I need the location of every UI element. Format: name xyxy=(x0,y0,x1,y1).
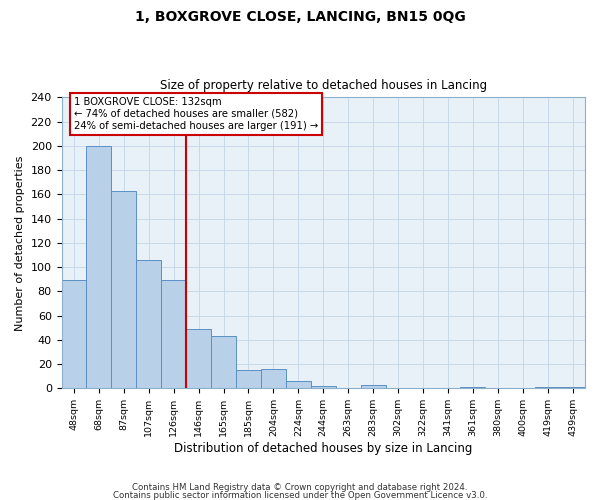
Bar xyxy=(186,329,211,388)
Bar xyxy=(460,387,485,388)
Bar xyxy=(286,381,311,388)
Text: Contains HM Land Registry data © Crown copyright and database right 2024.: Contains HM Land Registry data © Crown c… xyxy=(132,484,468,492)
Text: 1, BOXGROVE CLOSE, LANCING, BN15 0QG: 1, BOXGROVE CLOSE, LANCING, BN15 0QG xyxy=(134,10,466,24)
Bar xyxy=(236,370,261,388)
Y-axis label: Number of detached properties: Number of detached properties xyxy=(15,155,25,330)
Bar xyxy=(560,387,585,388)
Bar xyxy=(261,369,286,388)
Text: Contains public sector information licensed under the Open Government Licence v3: Contains public sector information licen… xyxy=(113,490,487,500)
Bar xyxy=(112,190,136,388)
Bar xyxy=(535,387,560,388)
Bar xyxy=(86,146,112,388)
Text: 1 BOXGROVE CLOSE: 132sqm
← 74% of detached houses are smaller (582)
24% of semi-: 1 BOXGROVE CLOSE: 132sqm ← 74% of detach… xyxy=(74,98,318,130)
Bar xyxy=(311,386,336,388)
Bar xyxy=(136,260,161,388)
X-axis label: Distribution of detached houses by size in Lancing: Distribution of detached houses by size … xyxy=(174,442,472,455)
Bar xyxy=(211,336,236,388)
Bar xyxy=(161,280,186,388)
Bar xyxy=(361,384,386,388)
Title: Size of property relative to detached houses in Lancing: Size of property relative to detached ho… xyxy=(160,79,487,92)
Bar xyxy=(62,280,86,388)
